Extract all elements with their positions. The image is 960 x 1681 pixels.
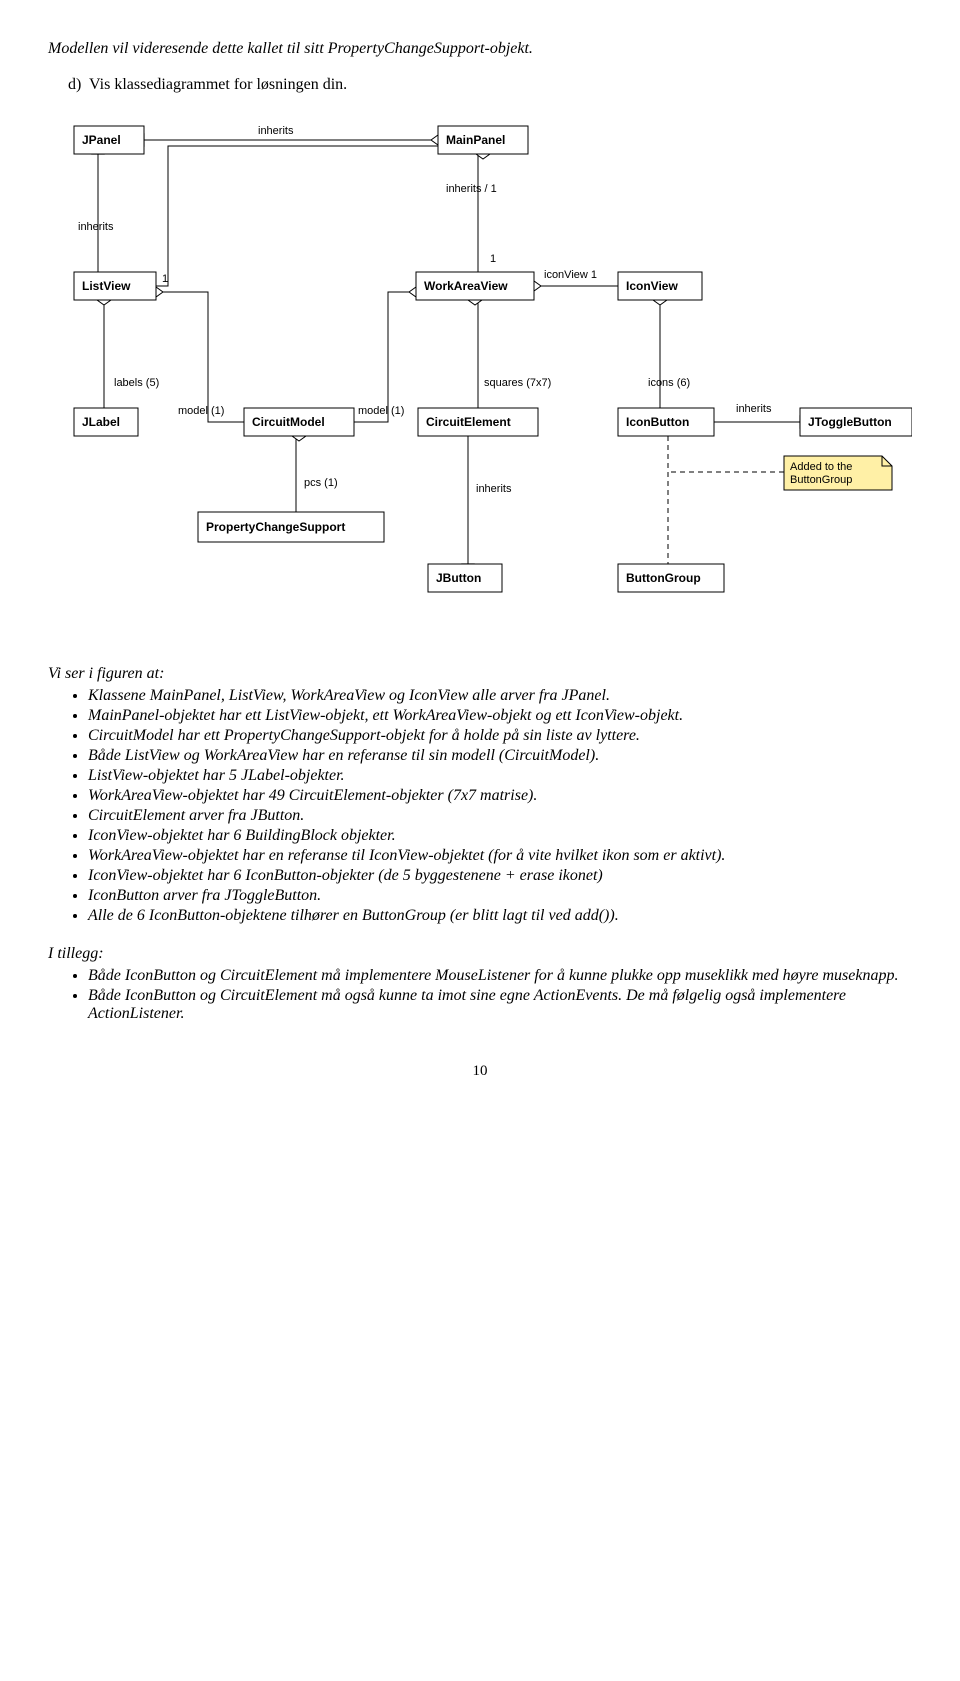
intro-paragraph: Modellen vil videresende dette kallet ti… [48,40,912,58]
svg-text:ListView: ListView [82,279,131,293]
section-d-prefix: d) [68,76,81,93]
list-item: CircuitModel har ett PropertyChangeSuppo… [88,727,912,745]
list-item: Både IconButton og CircuitElement må imp… [88,967,912,985]
svg-text:pcs (1): pcs (1) [304,477,338,489]
svg-text:CircuitModel: CircuitModel [252,415,325,429]
svg-text:CircuitElement: CircuitElement [426,415,511,429]
svg-text:inherits / 1: inherits / 1 [446,183,497,195]
list-item: IconView-objektet har 6 IconButton-objek… [88,867,912,885]
list-item: IconButton arver fra JToggleButton. [88,887,912,905]
svg-text:ButtonGroup: ButtonGroup [626,571,701,585]
figure-observations-title: Vi ser i figuren at: [48,665,912,683]
list-item: Alle de 6 IconButton-objektene tilhører … [88,907,912,925]
svg-text:JPanel: JPanel [82,133,121,147]
list-item: MainPanel-objektet har ett ListView-obje… [88,707,912,725]
svg-text:JButton: JButton [436,571,481,585]
svg-text:inherits: inherits [78,221,114,233]
svg-text:IconView: IconView [626,279,678,293]
svg-text:model (1): model (1) [178,405,224,417]
list-item: Klassene MainPanel, ListView, WorkAreaVi… [88,687,912,705]
svg-text:inherits: inherits [476,483,512,495]
svg-text:1: 1 [162,273,168,285]
list-item: ListView-objektet har 5 JLabel-objekter. [88,767,912,785]
svg-text:Added to the: Added to the [790,461,852,473]
list-item: Både ListView og WorkAreaView har en ref… [88,747,912,765]
svg-text:icons (6): icons (6) [648,377,690,389]
figure-observations-list: Klassene MainPanel, ListView, WorkAreaVi… [48,687,912,925]
svg-text:JToggleButton: JToggleButton [808,415,892,429]
svg-text:inherits: inherits [258,125,294,137]
page-number: 10 [48,1063,912,1080]
section-d: d) Vis klassediagrammet for løsningen di… [68,76,912,94]
svg-text:squares (7x7): squares (7x7) [484,377,551,389]
svg-text:ButtonGroup: ButtonGroup [790,474,852,486]
svg-text:iconView 1: iconView 1 [544,269,597,281]
svg-text:labels (5): labels (5) [114,377,159,389]
svg-text:WorkAreaView: WorkAreaView [424,279,508,293]
svg-text:PropertyChangeSupport: PropertyChangeSupport [206,520,345,534]
tillegg-title: I tillegg: [48,945,912,963]
section-d-text: Vis klassediagrammet for løsningen din. [89,76,347,93]
svg-text:inherits: inherits [736,403,772,415]
tillegg-list: Både IconButton og CircuitElement må imp… [48,967,912,1023]
list-item: Både IconButton og CircuitElement må ogs… [88,987,912,1023]
svg-text:1: 1 [490,253,496,265]
svg-text:JLabel: JLabel [82,415,120,429]
list-item: WorkAreaView-objektet har en referanse t… [88,847,912,865]
svg-text:IconButton: IconButton [626,415,689,429]
svg-text:MainPanel: MainPanel [446,133,505,147]
svg-text:model (1): model (1) [358,405,404,417]
list-item: IconView-objektet har 6 BuildingBlock ob… [88,827,912,845]
list-item: WorkAreaView-objektet har 49 CircuitElem… [88,787,912,805]
class-diagram: inherits inherits inherits / 1 1 1 iconView 1… [48,112,912,637]
list-item: CircuitElement arver fra JButton. [88,807,912,825]
